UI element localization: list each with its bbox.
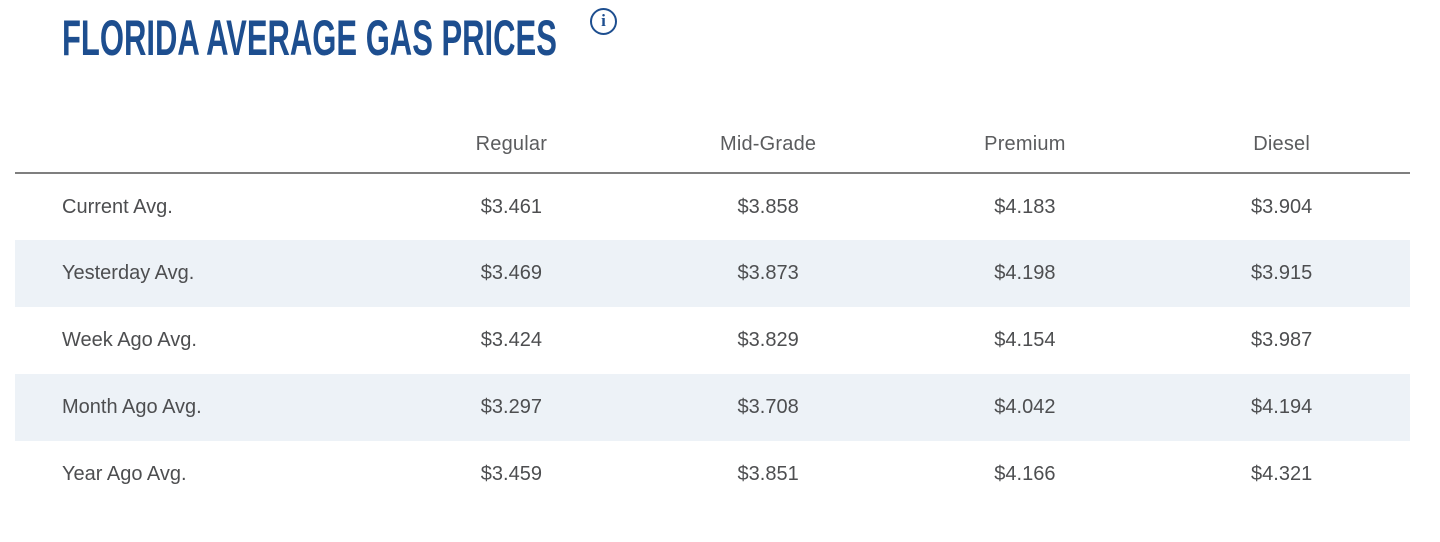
column-header-regular: Regular [383,120,640,174]
price-cell: $4.321 [1251,463,1313,485]
price-cell: $3.297 [480,396,542,418]
price-cell: $3.851 [737,463,799,485]
price-cell: $3.424 [480,329,542,351]
table-row-current: Current Avg. $3.461 $3.858 $4.183 $3.904 [15,173,1410,240]
table-header: Regular Mid-Grade Premium Diesel [15,120,1410,174]
row-label: Week Ago Avg. [62,329,197,351]
column-header-diesel: Diesel [1153,120,1410,174]
price-cell: $4.042 [994,396,1056,418]
column-header-midgrade: Mid-Grade [639,120,897,174]
price-cell: $3.873 [737,262,799,284]
column-header-empty [15,120,383,174]
row-label: Yesterday Avg. [62,262,195,284]
header-row: Regular Mid-Grade Premium Diesel [15,120,1410,174]
table-row-yesterday: Yesterday Avg. $3.469 $3.873 $4.198 $3.9… [15,240,1410,307]
gas-prices-page: FLORIDA AVERAGE GAS PRICES i Regular Mid… [0,8,1440,542]
table-row-month-ago: Month Ago Avg. $3.297 $3.708 $4.042 $4.1… [15,374,1410,441]
row-label: Year Ago Avg. [62,463,187,485]
price-cell: $3.858 [737,195,799,218]
price-cell: $3.829 [737,329,799,351]
price-cell: $3.904 [1251,195,1313,218]
column-header-premium: Premium [896,120,1154,174]
table-body: Current Avg. $3.461 $3.858 $4.183 $3.904… [15,173,1410,508]
price-cell: $4.183 [994,195,1056,218]
gas-prices-table: Regular Mid-Grade Premium Diesel Current… [15,120,1410,508]
row-label: Month Ago Avg. [62,396,202,418]
page-title-text: FLORIDA AVERAGE GAS PRICES [62,10,557,66]
price-cell: $4.194 [1251,396,1313,418]
price-cell: $3.459 [480,463,542,485]
page-title: FLORIDA AVERAGE GAS PRICES i [62,8,1440,68]
price-cell: $3.461 [480,195,542,218]
price-cell: $3.915 [1251,262,1313,284]
price-cell: $4.198 [994,262,1056,284]
price-cell: $3.708 [737,396,799,418]
price-cell: $4.166 [994,463,1056,485]
row-label: Current Avg. [62,195,173,218]
info-icon[interactable]: i [590,8,617,35]
price-cell: $3.469 [480,262,542,284]
price-cell: $4.154 [994,329,1056,351]
table-row-week-ago: Week Ago Avg. $3.424 $3.829 $4.154 $3.98… [15,307,1410,374]
table-row-year-ago: Year Ago Avg. $3.459 $3.851 $4.166 $4.32… [15,441,1410,508]
price-cell: $3.987 [1251,329,1313,351]
